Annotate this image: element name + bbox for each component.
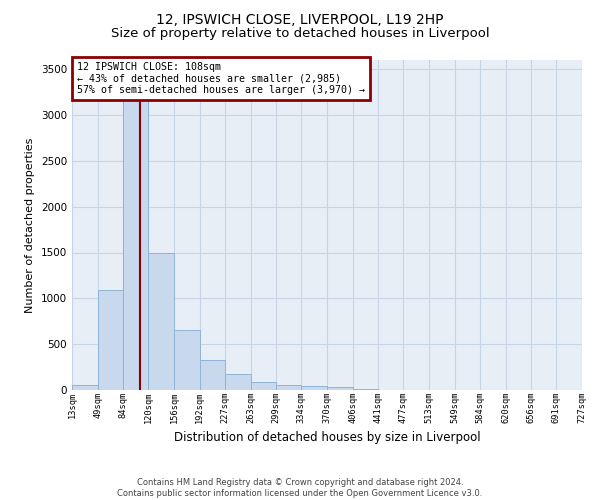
Bar (225, 374, 251, 390)
Bar (276, 384, 301, 390)
Bar (148, 254, 174, 390)
Bar (174, 330, 200, 390)
Text: 12 IPSWICH CLOSE: 108sqm
← 43% of detached houses are smaller (2,985)
57% of sem: 12 IPSWICH CLOSE: 108sqm ← 43% of detach… (77, 62, 365, 95)
Bar (123, 90, 148, 390)
Bar (301, 386, 327, 390)
Bar (98, 290, 123, 390)
Y-axis label: Number of detached properties: Number of detached properties (25, 138, 35, 312)
X-axis label: Distribution of detached houses by size in Liverpool: Distribution of detached houses by size … (173, 431, 481, 444)
Text: Size of property relative to detached houses in Liverpool: Size of property relative to detached ho… (110, 28, 490, 40)
Bar (327, 387, 353, 390)
Bar (72, 386, 98, 390)
Bar (251, 382, 276, 390)
Bar (200, 360, 225, 390)
Bar (353, 389, 378, 390)
Text: Contains HM Land Registry data © Crown copyright and database right 2024.
Contai: Contains HM Land Registry data © Crown c… (118, 478, 482, 498)
Text: 12, IPSWICH CLOSE, LIVERPOOL, L19 2HP: 12, IPSWICH CLOSE, LIVERPOOL, L19 2HP (156, 12, 444, 26)
